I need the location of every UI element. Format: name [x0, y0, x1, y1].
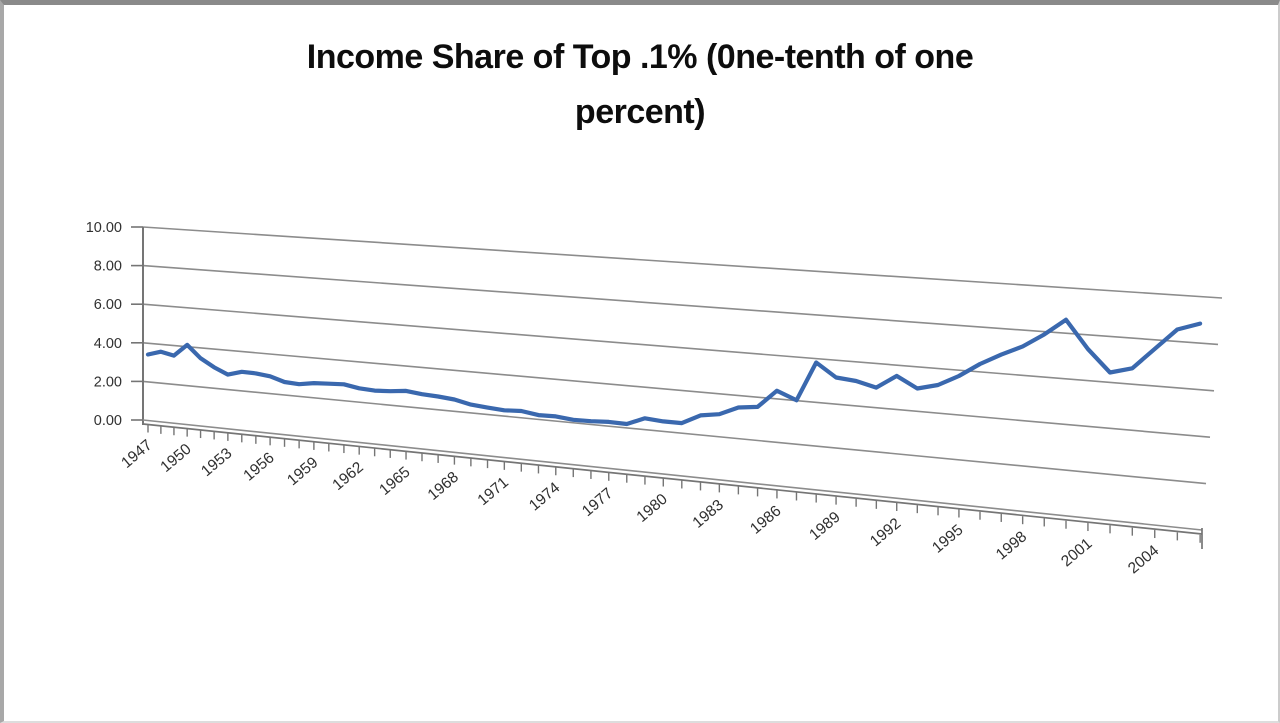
x-axis-tick-label: 1992: [867, 515, 904, 550]
x-axis-tick-label: 1947: [118, 437, 155, 472]
chart-title: Income Share of Top .1% (0ne-tenth of on…: [0, 30, 1280, 140]
y-axis-tick-label: 10.00: [86, 220, 122, 236]
chart-title-line1: Income Share of Top .1% (0ne-tenth of on…: [306, 38, 974, 76]
x-axis: [142, 419, 1203, 549]
x-axis-tick-label: 1968: [425, 469, 462, 504]
x-axis-tick-label: 1962: [329, 459, 366, 494]
x-axis-tick-label: 1998: [993, 528, 1030, 563]
x-axis-tick-label: 1977: [579, 485, 616, 520]
x-axis-tick-label: 1974: [526, 479, 564, 514]
x-axis-ticks: [147, 424, 1201, 543]
gridline: [142, 264, 1219, 346]
x-axis-labels: 1947 1950 1953 1956 1959 1962 1965 1968 1971 1974…: [118, 437, 1162, 578]
x-axis-tick-label: 1971: [475, 474, 512, 509]
y-axis-tick-label: 4.00: [94, 336, 122, 352]
gridline: [142, 303, 1215, 392]
x-axis-tick-label: 1986: [747, 502, 784, 537]
y-axis-tick-label: 0.00: [94, 413, 122, 429]
y-axis-tick-label: 8.00: [94, 259, 122, 275]
x-axis-tick-label: 1956: [240, 449, 277, 484]
x-axis-tick-label: 2001: [1058, 535, 1095, 570]
x-axis-tick-label: 1983: [690, 496, 727, 531]
wall-gridlines: [142, 226, 1223, 485]
baseline-gridline: [142, 419, 1203, 531]
x-axis-tick-label: 1995: [929, 522, 966, 557]
x-axis-tick-label: 1965: [376, 464, 413, 499]
y-axis-tick-label: 6.00: [94, 297, 122, 313]
gridline: [142, 342, 1211, 438]
y-axis-tick-label: 2.00: [94, 374, 122, 390]
gridline: [142, 226, 1223, 299]
x-axis-tick-label: 1989: [806, 509, 843, 544]
x-axis-tick-label: 2004: [1125, 542, 1163, 577]
gridline: [142, 380, 1207, 485]
x-axis-tick-label: 1950: [157, 440, 195, 475]
chart-title-line2: percent): [574, 93, 706, 132]
y-axis-labels: 10.00 8.00 6.00 4.00 2.00 0.00: [86, 220, 122, 429]
x-axis-tick-label: 1959: [284, 454, 321, 489]
series-line: [145, 317, 1203, 427]
series-line-group: [145, 317, 1203, 427]
y-axis: [131, 226, 144, 425]
x-axis-tick-label: 1980: [634, 490, 672, 525]
x-axis-line: [142, 423, 1203, 535]
x-axis-tick-label: 1953: [198, 445, 235, 480]
